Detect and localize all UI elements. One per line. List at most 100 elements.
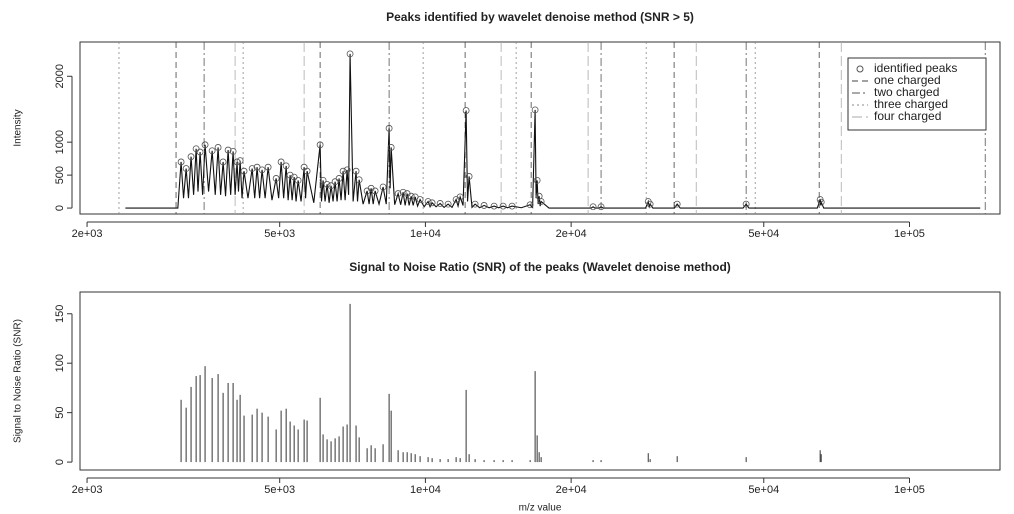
peak-marker [352, 167, 360, 175]
x-tick-label: 2e+03 [72, 228, 103, 240]
peak-marker [462, 107, 470, 114]
legend-label: one charged [874, 73, 941, 87]
peak-marker [499, 202, 507, 210]
peak-marker [508, 202, 516, 210]
peak-marker [282, 162, 290, 170]
peak-marker [531, 106, 539, 114]
peak-marker [387, 144, 395, 151]
x-tick-label: 2e+04 [556, 484, 587, 496]
peak-marker [407, 192, 415, 200]
peak-marker [343, 166, 351, 174]
peak-marker [465, 173, 473, 180]
peak-marker [182, 165, 190, 172]
peak-marker [177, 158, 185, 166]
x-tick-label: 1e+05 [894, 228, 925, 240]
peak-marker [371, 187, 379, 195]
peak-marker [416, 196, 424, 203]
peak-marker [817, 198, 825, 206]
peak-marker [490, 202, 498, 210]
plot-frame [79, 291, 1001, 471]
peak-marker [224, 146, 232, 154]
peak-marker [456, 193, 464, 201]
peak-marker [236, 157, 244, 165]
y-tick-label: 0 [54, 459, 66, 465]
peak-marker [264, 163, 272, 171]
peak-marker [248, 165, 256, 172]
x-tick-label: 1e+04 [410, 228, 441, 240]
x-tick-label: 5e+04 [748, 484, 779, 496]
peak-marker [277, 158, 285, 166]
peak-marker [597, 203, 605, 211]
x-tick-label: 2e+04 [556, 228, 587, 240]
legend-label: two charged [874, 85, 939, 99]
legend-label: three charged [874, 97, 948, 111]
peak-marker [339, 167, 347, 175]
peak-marker [208, 147, 216, 155]
peak-marker [480, 202, 488, 209]
peak-marker [290, 173, 298, 181]
peak-marker [346, 50, 354, 58]
peak-marker [240, 167, 248, 175]
y-tick-label: 2000 [54, 64, 66, 88]
y-tick-label: 150 [54, 305, 66, 323]
x-tick-label: 5e+04 [748, 228, 779, 240]
x-axis-label: m/z value [519, 503, 562, 514]
legend-label: identified peaks [874, 61, 957, 75]
peak-marker [335, 175, 343, 182]
peak-marker [428, 199, 436, 207]
chart-title: Signal to Noise Ratio (SNR) of the peaks… [349, 260, 731, 274]
peak-marker [533, 176, 541, 184]
peak-marker [444, 200, 452, 208]
peak-marker [742, 200, 750, 208]
peak-marker [355, 176, 363, 184]
y-tick-label: 500 [54, 166, 66, 184]
peak-marker [327, 182, 335, 190]
peak-marker [673, 200, 681, 208]
peak-marker [272, 175, 280, 182]
peak-marker [286, 171, 294, 179]
peak-marker [424, 198, 432, 205]
peak-marker [214, 144, 222, 151]
peak-marker [526, 201, 534, 209]
legend-box [847, 57, 987, 131]
x-tick-label: 2e+03 [72, 484, 103, 496]
y-tick-label: 100 [54, 354, 66, 372]
peak-marker [201, 141, 209, 149]
peak-marker [399, 188, 407, 196]
y-tick-label: 0 [54, 205, 66, 211]
y-tick-label: 50 [54, 407, 66, 419]
x-tick-label: 1e+05 [894, 484, 925, 496]
peak-marker [319, 176, 327, 184]
chart-title: Peaks identified by wavelet denoise meth… [386, 10, 694, 24]
y-axis-label: Signal to Noise Ratio (SNR) [13, 319, 24, 443]
peak-marker [323, 180, 331, 188]
x-tick-label: 5e+03 [264, 228, 295, 240]
peak-marker [471, 200, 479, 208]
peak-marker [192, 145, 200, 153]
legend-label: four charged [874, 109, 941, 123]
peak-marker [233, 158, 241, 166]
plot-frame [79, 41, 1001, 215]
peak-marker [394, 190, 402, 197]
peak-marker [646, 200, 654, 208]
x-tick-label: 1e+04 [410, 484, 441, 496]
peak-marker [537, 198, 545, 205]
peak-marker [436, 200, 444, 207]
peak-marker [385, 124, 393, 132]
legend-symbol [856, 65, 864, 73]
peak-marker [303, 167, 311, 175]
peak-marker [258, 166, 266, 174]
peak-marker [379, 183, 387, 191]
peak-marker [196, 148, 204, 156]
y-axis-label: Intensity [13, 109, 24, 146]
peak-marker [316, 141, 324, 149]
peak-marker [294, 176, 302, 184]
y-tick-label: 1000 [54, 130, 66, 154]
x-tick-label: 5e+03 [264, 484, 295, 496]
peak-marker [589, 203, 597, 211]
peak-marker [229, 147, 237, 155]
peak-marker [187, 153, 195, 161]
peak-marker [331, 178, 339, 186]
